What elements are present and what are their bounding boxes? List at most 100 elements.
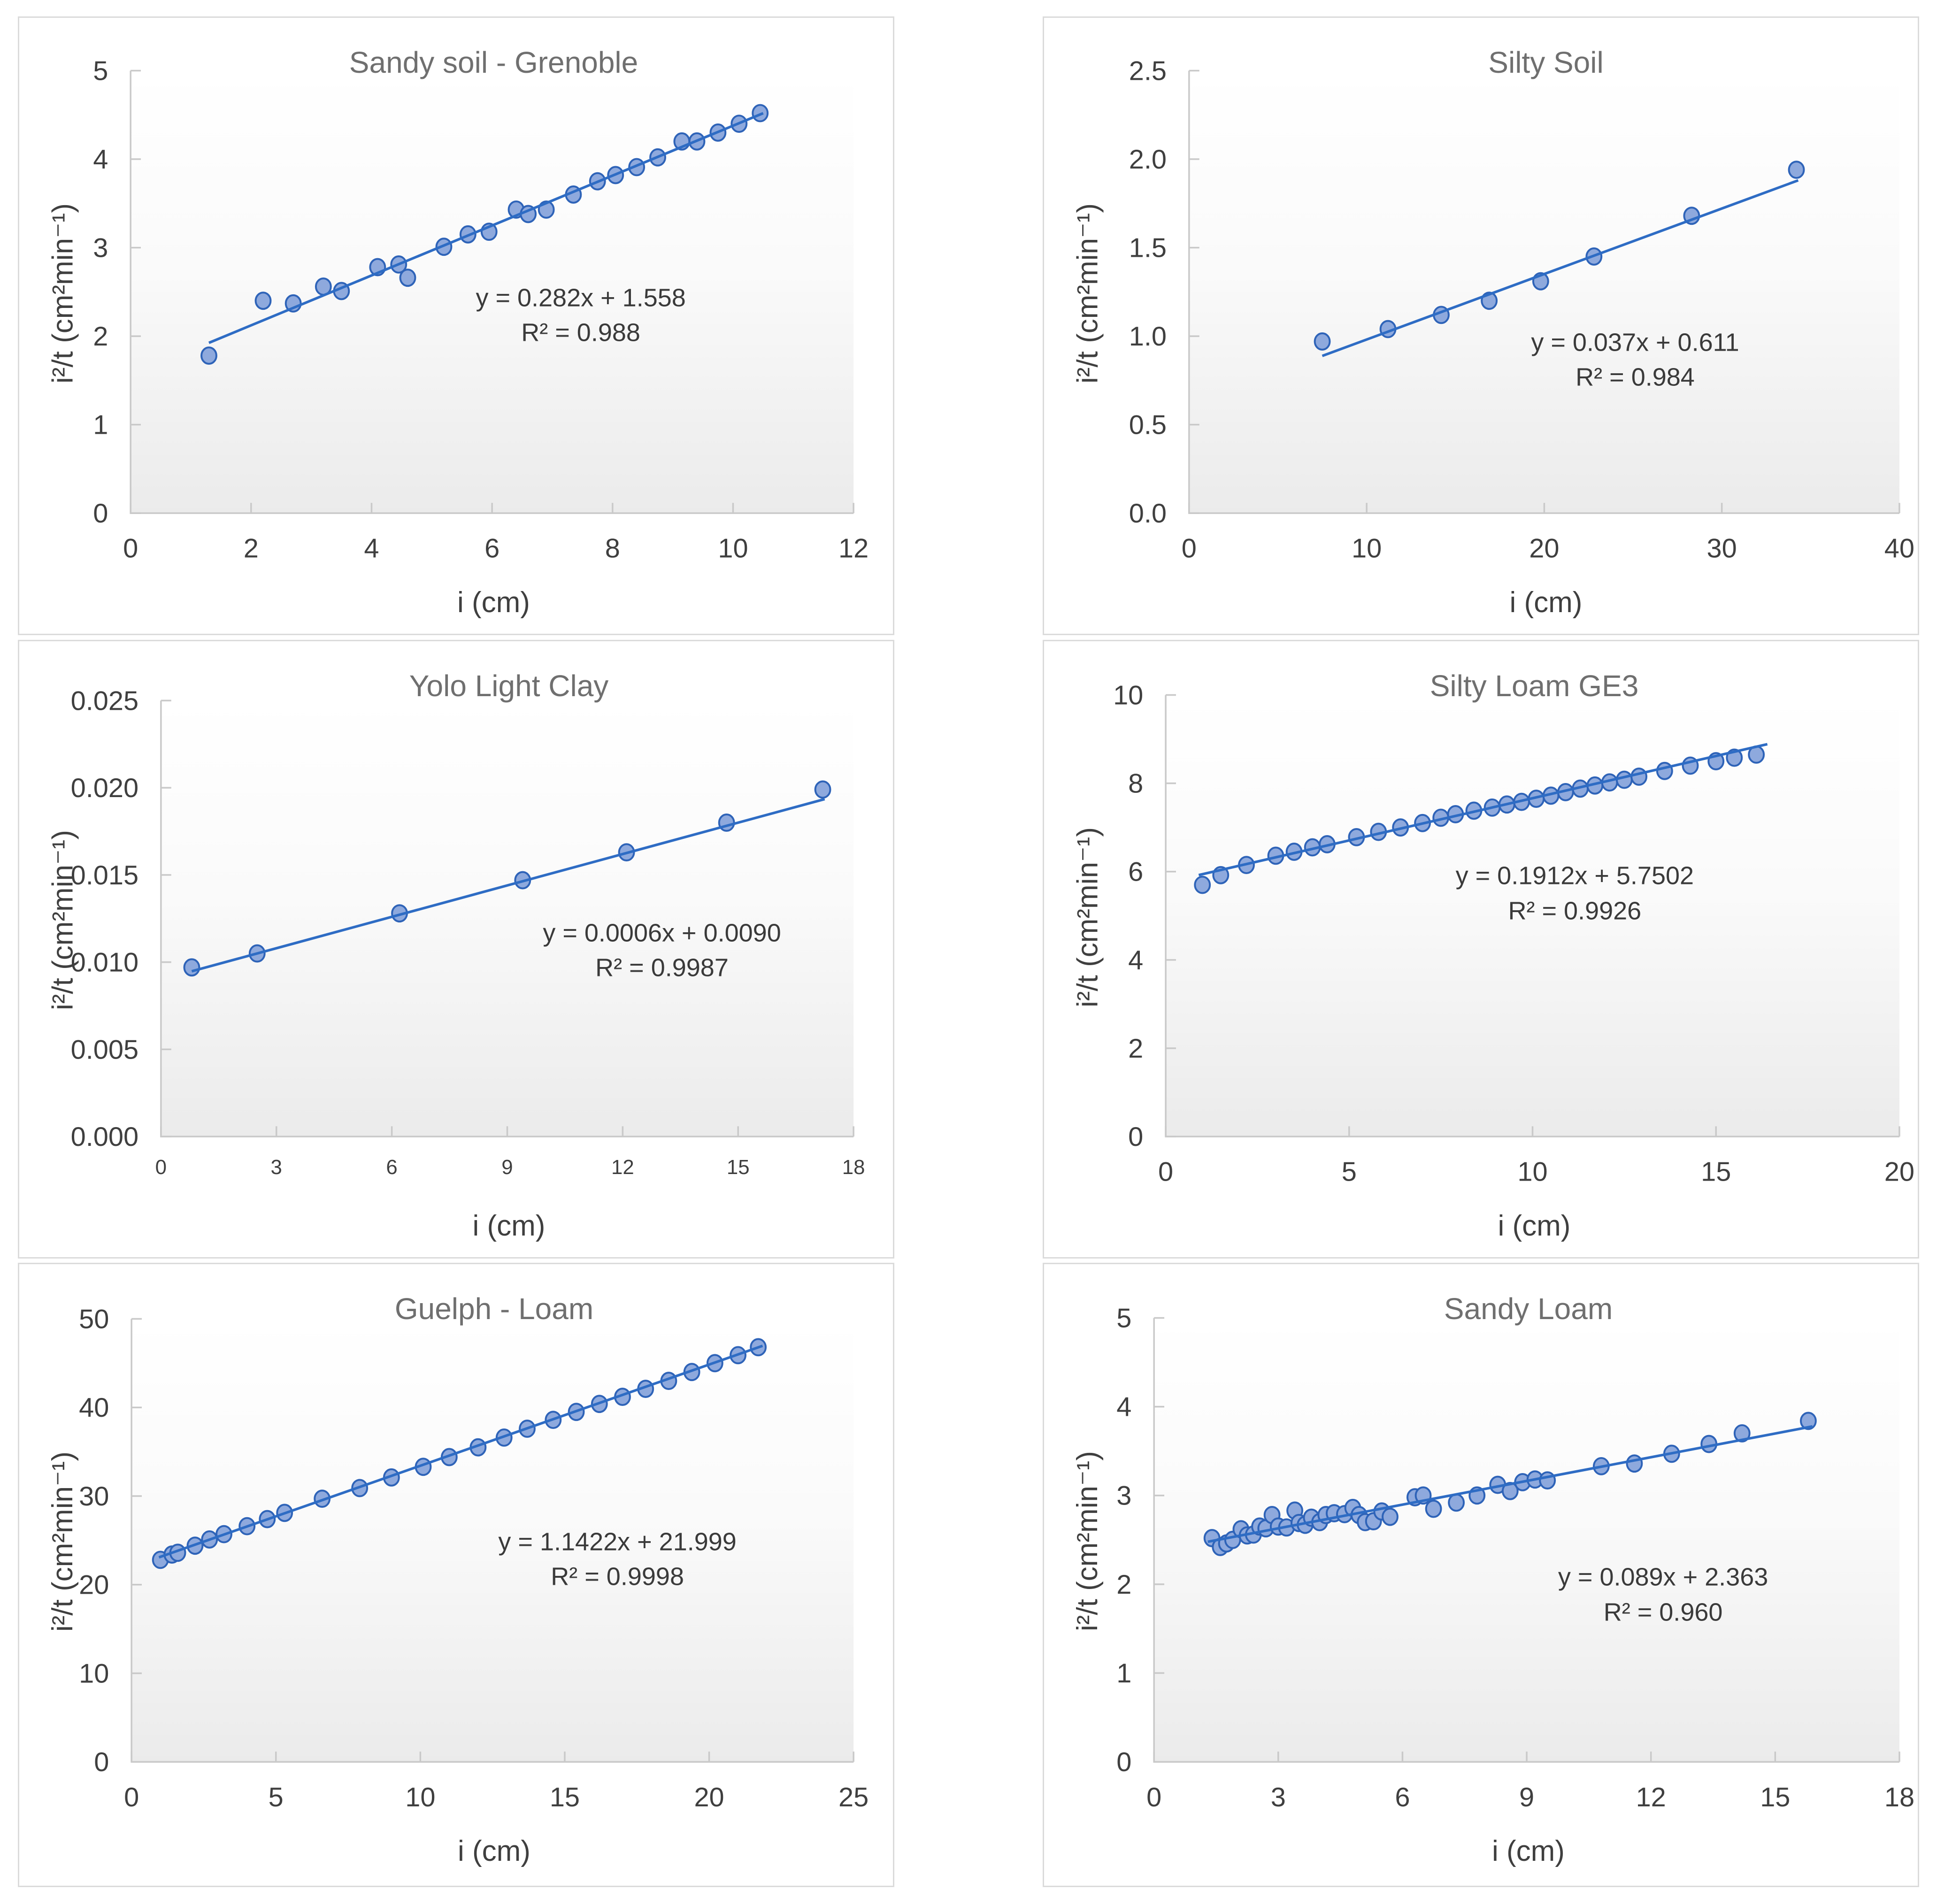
- chart-title: Guelph - Loam: [394, 1292, 594, 1326]
- y-tick-label: 8: [1128, 769, 1143, 799]
- y-tick-label: 30: [79, 1482, 109, 1512]
- data-point: [254, 292, 272, 310]
- y-tick-label: 2.5: [1129, 56, 1167, 86]
- x-tick-label: 0: [155, 1156, 167, 1179]
- x-tick-label: 0: [1146, 1782, 1161, 1812]
- data-point: [1733, 1424, 1751, 1443]
- plot-area: [131, 70, 854, 514]
- data-point: [1448, 1493, 1465, 1512]
- y-axis-title: i²/t (cm²min⁻¹): [1071, 1451, 1104, 1631]
- plot-area: [161, 700, 854, 1137]
- y-tick-label: 4: [93, 145, 108, 175]
- data-point: [1314, 332, 1331, 351]
- x-tick-label: 15: [1760, 1782, 1790, 1812]
- y-axis-title: i²/t (cm²min⁻¹): [46, 829, 79, 1010]
- x-tick-label: 5: [269, 1782, 284, 1812]
- plot-area: [1166, 695, 1899, 1137]
- y-tick-label: 4: [1128, 945, 1143, 975]
- plot-area: [131, 1319, 854, 1762]
- x-tick-label: 3: [1271, 1782, 1286, 1812]
- equation-text: y = 0.282x + 1.558: [476, 284, 686, 312]
- y-tick-label: 40: [79, 1393, 109, 1423]
- data-point: [200, 346, 217, 365]
- equation-text: y = 0.037x + 0.611: [1531, 328, 1739, 357]
- y-tick-label: 0: [1116, 1747, 1131, 1777]
- x-tick-label: 2: [244, 534, 259, 564]
- y-axis-title: i²/t (cm²min⁻¹): [1071, 827, 1104, 1007]
- x-axis-title: i (cm): [1492, 1835, 1565, 1867]
- scatter-plot: 0.0 0.5 1.0 1.5 2.0 2.5 0 10 20 30 40: [1129, 56, 1914, 564]
- data-point: [1799, 1412, 1817, 1430]
- x-tick-label: 0: [124, 1782, 139, 1812]
- x-tick-label: 25: [838, 1782, 869, 1812]
- trendline: [1207, 1425, 1813, 1543]
- chart-panel-yolo-light-clay: 0.000 0.005 0.010 0.015 0.020 0.025 0 3 6 9 12 15 18…: [18, 640, 894, 1259]
- x-tick-label: 6: [386, 1156, 397, 1179]
- trendline: [158, 1344, 763, 1559]
- r-squared-text: R² = 0.984: [1576, 363, 1695, 392]
- x-tick-label: 12: [1636, 1782, 1666, 1812]
- x-tick-label: 10: [1352, 534, 1382, 564]
- y-tick-label: 5: [1116, 1303, 1131, 1333]
- y-tick-label: 10: [79, 1658, 109, 1689]
- chart-panel-sandy-soil-grenoble: 0 1 2 3 4 5 0 2 4 6 8 10 12 Sandy soil - Grenoble i²…: [18, 16, 894, 635]
- y-tick-label: 0.5: [1129, 410, 1167, 440]
- data-point: [1382, 1507, 1399, 1526]
- x-axis-title: i (cm): [458, 1835, 530, 1867]
- y-tick-label: 0.025: [71, 686, 138, 716]
- x-tick-label: 0: [123, 534, 138, 564]
- y-tick-label: 0.000: [71, 1122, 138, 1152]
- r-squared-text: R² = 0.9987: [595, 953, 729, 982]
- x-tick-label: 0: [1158, 1157, 1173, 1187]
- trendline-equation: y = 0.0006x + 0.0090 R² = 0.9987: [543, 915, 781, 985]
- r-squared-text: R² = 0.9998: [551, 1562, 684, 1591]
- trendline-equation: y = 0.089x + 2.363 R² = 0.960: [1558, 1559, 1768, 1629]
- chart-panel-guelph-loam: 0 10 20 30 40 50 0 5 10 15 20 25 Guelph - Loam i²/t…: [18, 1263, 894, 1887]
- chart-title: Sandy Loam: [1444, 1292, 1613, 1326]
- chart-title: Sandy soil - Grenoble: [349, 46, 638, 79]
- data-point: [1656, 761, 1673, 780]
- trendline-equation: y = 0.282x + 1.558 R² = 0.988: [476, 280, 685, 350]
- x-tick-label: 6: [484, 534, 500, 564]
- scatter-plot: 0 2 4 6 8 10 0 5 10 15 20: [1113, 680, 1914, 1187]
- chart-panel-sandy-loam: 0 1 2 3 4 5 0 3 6 9 12 15 18 Sandy Loam i²/t (cm²min…: [1043, 1263, 1919, 1887]
- x-tick-label: 5: [1342, 1157, 1357, 1187]
- y-tick-label: 1: [93, 410, 108, 440]
- x-tick-label: 12: [611, 1156, 634, 1179]
- scatter-plot: 0.000 0.005 0.010 0.015 0.020 0.025 0 3 6 9 12 15 18: [71, 686, 865, 1179]
- y-tick-label: 5: [93, 56, 108, 86]
- trendline: [1322, 179, 1799, 357]
- y-tick-label: 0.0: [1129, 499, 1167, 529]
- equation-text: y = 0.0006x + 0.0090: [543, 919, 781, 947]
- trendline: [1198, 743, 1768, 876]
- equation-text: y = 1.1422x + 21.999: [498, 1528, 737, 1556]
- data-point: [814, 780, 831, 799]
- trendline: [208, 112, 764, 344]
- chart-panel-silty-loam-ge3: 0 2 4 6 8 10 0 5 10 15 20 Silty Loam GE3 i²/t (cm²…: [1043, 640, 1919, 1259]
- x-tick-label: 10: [1517, 1157, 1547, 1187]
- x-tick-label: 15: [550, 1782, 580, 1812]
- y-tick-label: 1: [1116, 1658, 1131, 1689]
- data-point: [1788, 161, 1805, 179]
- y-tick-label: 2: [93, 322, 108, 352]
- trendline: [191, 798, 825, 973]
- x-tick-label: 10: [718, 534, 748, 564]
- y-tick-label: 1.0: [1129, 322, 1167, 352]
- y-axis-title: i²/t (cm²min⁻¹): [46, 203, 79, 384]
- chart-panel-silty-soil: 0.0 0.5 1.0 1.5 2.0 2.5 0 10 20 30 40 Silty Soil i…: [1043, 16, 1919, 635]
- y-tick-label: 20: [79, 1570, 109, 1600]
- y-tick-label: 2: [1116, 1570, 1131, 1600]
- r-squared-text: R² = 0.9926: [1508, 897, 1642, 925]
- trendline-equation: y = 1.1422x + 21.999 R² = 0.9998: [498, 1524, 736, 1594]
- data-point: [1626, 1454, 1643, 1473]
- y-tick-label: 0.015: [71, 860, 138, 891]
- scatter-plot: 0 10 20 30 40 50 0 5 10 15 20 25: [79, 1304, 869, 1812]
- chart-title: Silty Loam GE3: [1430, 669, 1639, 703]
- x-tick-label: 9: [1519, 1782, 1534, 1812]
- data-point: [183, 958, 200, 977]
- x-tick-label: 18: [842, 1156, 865, 1179]
- chart-title: Silty Soil: [1488, 46, 1604, 79]
